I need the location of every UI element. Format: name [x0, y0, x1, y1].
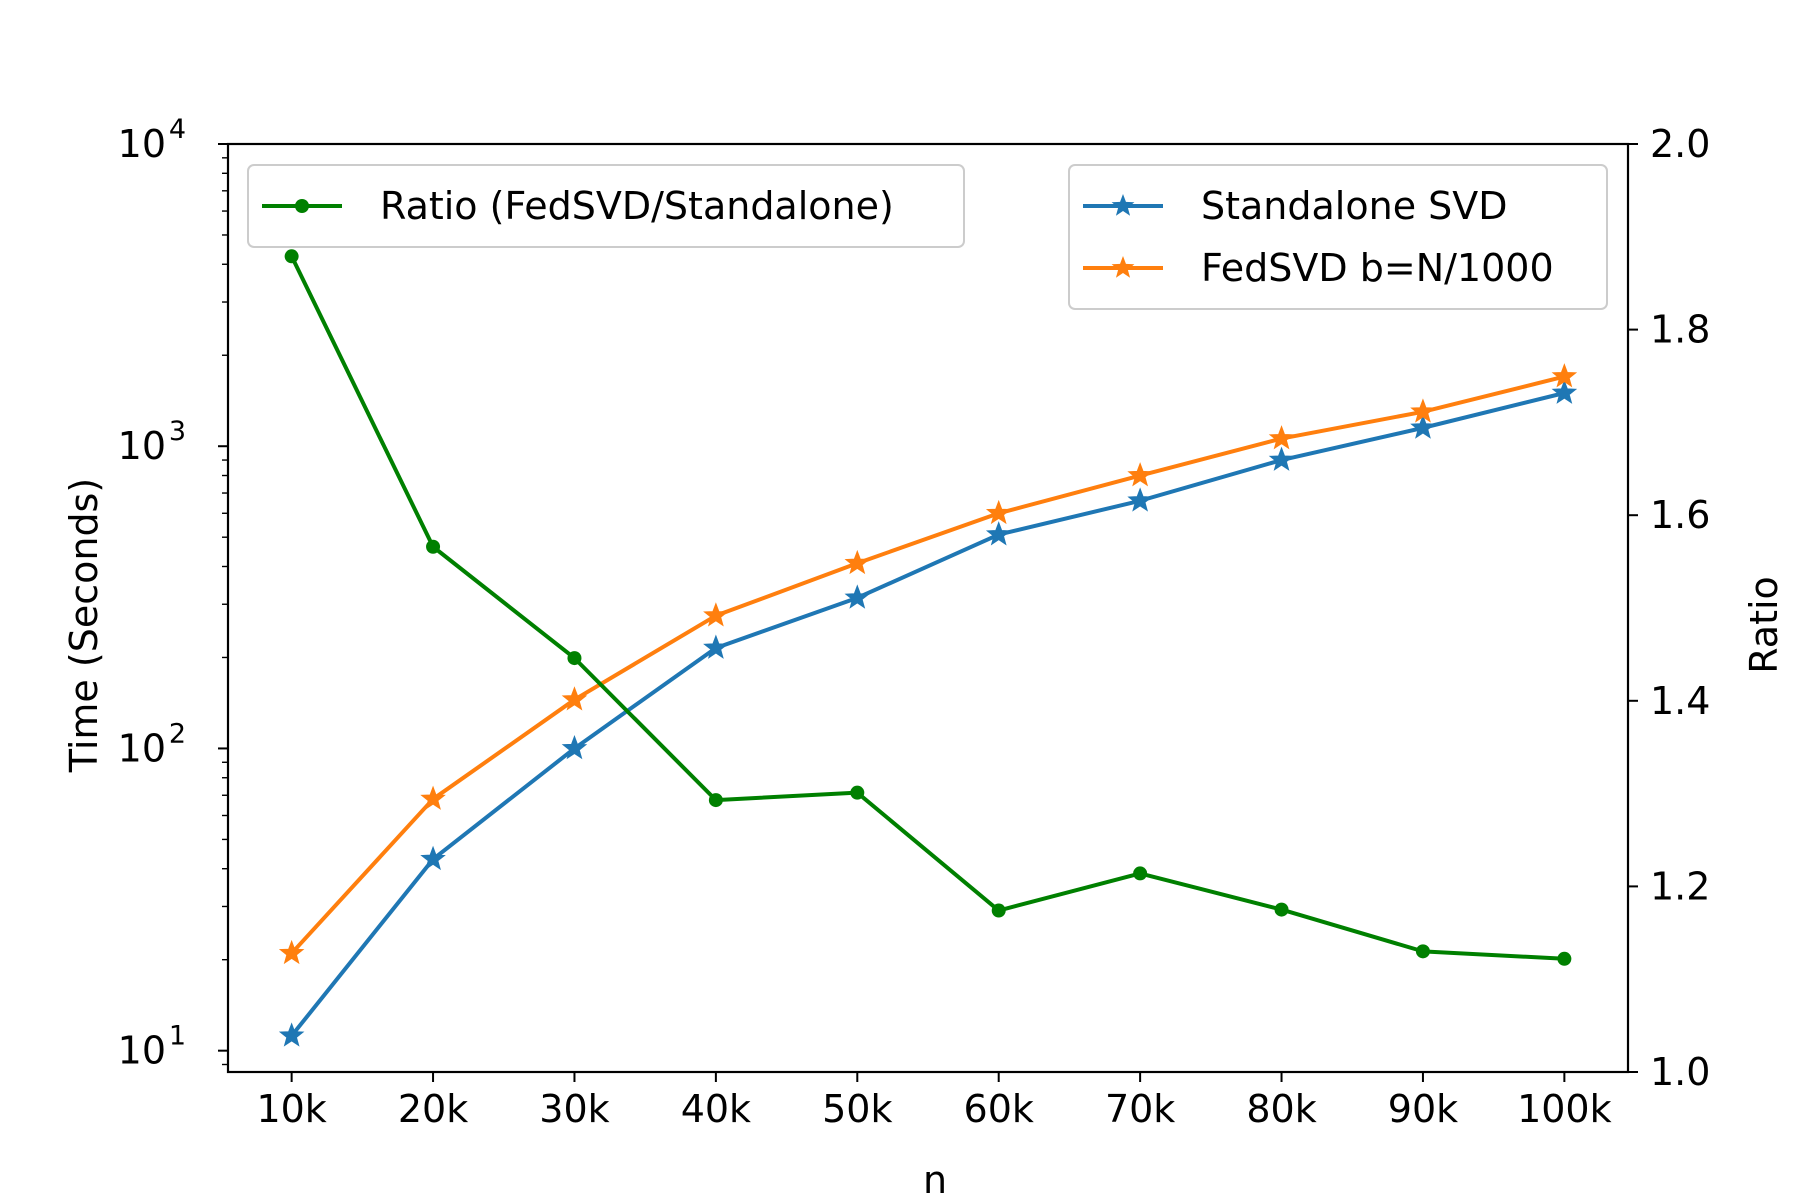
- x-tick-label: 10k: [256, 1087, 326, 1131]
- y-right-tick-label: 2.0: [1650, 122, 1710, 166]
- x-tick-label: 50k: [822, 1087, 892, 1131]
- x-axis-title: n: [923, 1158, 947, 1200]
- series-layer: [278, 249, 1578, 1047]
- data-point: [1551, 363, 1578, 388]
- data-point: [1127, 462, 1153, 487]
- data-point: [1557, 951, 1572, 966]
- data-point: [703, 602, 729, 627]
- x-tick-label: 100k: [1517, 1087, 1612, 1131]
- legend-label: FedSVD b=N/1000: [1201, 246, 1554, 290]
- plot-frame: [226, 142, 1630, 1074]
- data-point: [420, 785, 446, 810]
- data-point: [1274, 902, 1289, 917]
- series-standalone-svd: [278, 379, 1578, 1047]
- legends: Ratio (FedSVD/Standalone) Standalone SVD F…: [247, 164, 1608, 310]
- data-point: [561, 686, 588, 711]
- data-point: [1133, 866, 1148, 881]
- y-left-tick-label: 10: [118, 122, 166, 166]
- y-left-tick-exponent: 4: [169, 114, 186, 145]
- data-point: [1268, 446, 1295, 471]
- data-point: [1127, 487, 1153, 512]
- data-point: [426, 539, 441, 554]
- data-point: [1268, 425, 1295, 450]
- data-point: [284, 249, 299, 264]
- x-tick-label: 20k: [398, 1087, 468, 1131]
- x-tick-label: 40k: [681, 1087, 751, 1131]
- data-point: [985, 521, 1012, 546]
- y-right-tick-label: 1.0: [1650, 1050, 1710, 1094]
- data-point: [844, 584, 871, 609]
- y-left-tick-exponent: 2: [169, 718, 186, 749]
- series-line: [290, 391, 1565, 1038]
- legend-frame: [247, 164, 965, 248]
- data-point: [1415, 944, 1430, 959]
- data-point: [844, 549, 871, 575]
- legend-ratio: Ratio (FedSVD/Standalone): [247, 164, 965, 248]
- series-line: [289, 255, 1565, 961]
- data-point: [1410, 414, 1436, 439]
- y-right-tick-label: 1.2: [1650, 864, 1710, 908]
- x-tick-label: 70k: [1105, 1087, 1175, 1131]
- data-point: [991, 903, 1006, 918]
- data-point: [708, 793, 723, 808]
- data-point: [278, 939, 305, 965]
- x-tick-label: 30k: [539, 1087, 609, 1131]
- x-tick-label: 60k: [964, 1087, 1034, 1131]
- legend-swatch-marker: [1111, 194, 1135, 216]
- series-ratio-fedsvd-standalone: [284, 249, 1572, 966]
- y-right-tick-label: 1.6: [1650, 493, 1710, 537]
- x-tick-label: 90k: [1388, 1087, 1458, 1131]
- y-axis-right-title: Ratio: [1742, 576, 1786, 674]
- x-tick-label: 80k: [1246, 1087, 1316, 1131]
- data-point: [703, 634, 729, 659]
- y-left-tick-exponent: 3: [169, 416, 186, 447]
- y-right-tick-label: 1.8: [1650, 308, 1710, 352]
- y-left-tick-label: 10: [118, 1029, 166, 1073]
- y-left-tick-label: 10: [118, 424, 166, 468]
- series-line: [290, 374, 1565, 955]
- y-axis-left-title: Time (Seconds): [62, 478, 106, 773]
- data-point: [985, 499, 1012, 525]
- data-point: [1410, 398, 1436, 423]
- legend-label: Ratio (FedSVD/Standalone): [380, 184, 894, 228]
- legend-swatch-marker: [1111, 256, 1135, 278]
- legend-time: Standalone SVD FedSVD b=N/1000: [1068, 164, 1608, 310]
- y-left-tick-exponent: 1: [169, 1021, 186, 1052]
- data-point: [850, 785, 865, 800]
- series-fedsvd-b-n-1000: [278, 363, 1578, 965]
- y-right-tick-label: 1.4: [1650, 679, 1710, 723]
- data-point: [278, 1022, 305, 1047]
- y-left-tick-label: 10: [118, 726, 166, 770]
- legend-label: Standalone SVD: [1201, 184, 1508, 228]
- data-point: [420, 845, 446, 871]
- legend-frame: [1068, 164, 1608, 310]
- data-point: [561, 735, 588, 760]
- legend-swatch-marker: [295, 199, 309, 213]
- data-point: [567, 651, 582, 666]
- data-point: [1551, 379, 1578, 404]
